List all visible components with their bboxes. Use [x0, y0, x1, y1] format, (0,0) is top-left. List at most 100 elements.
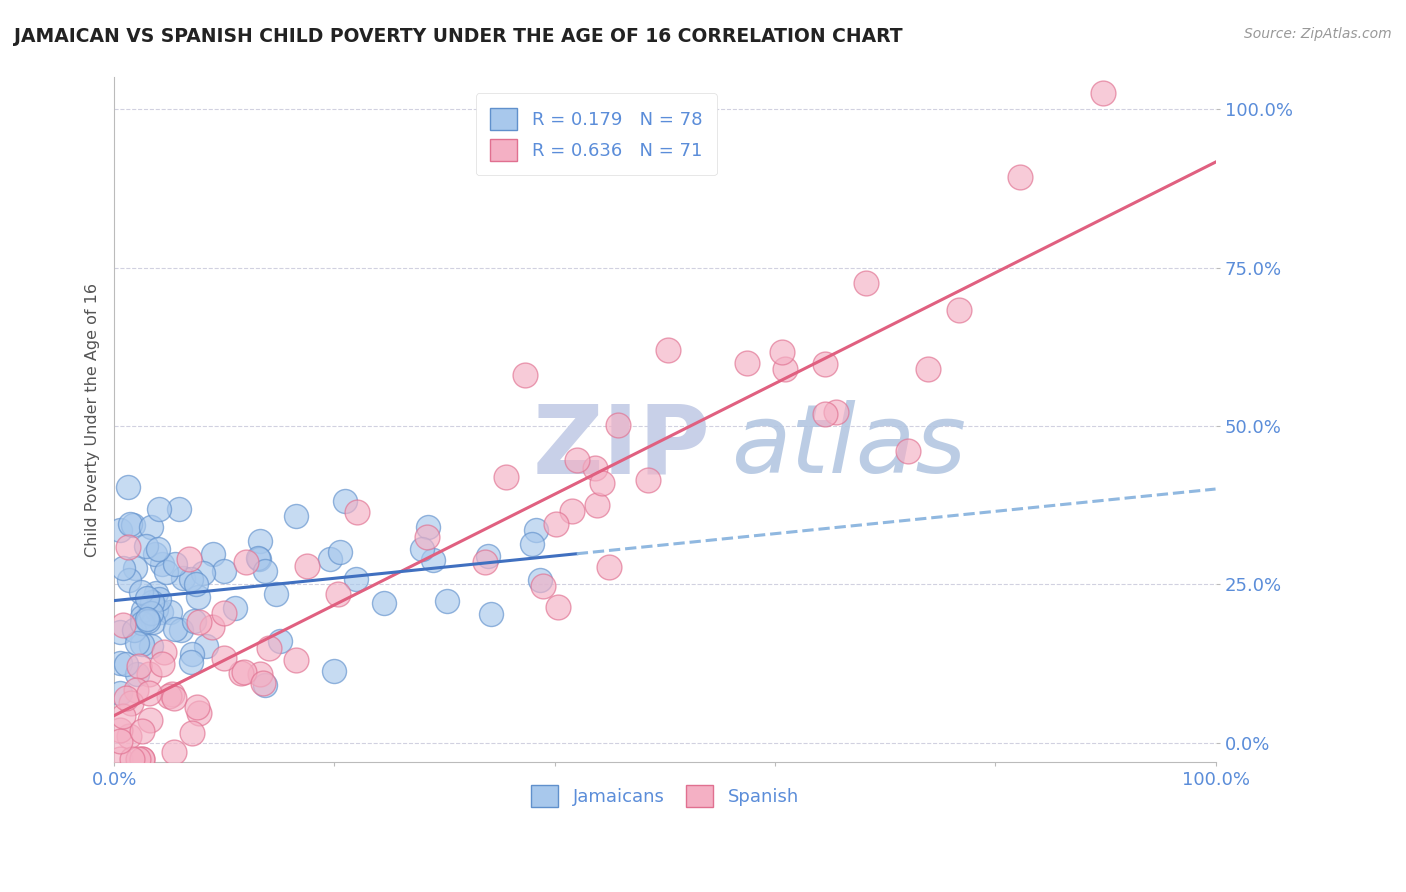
Point: [165, 622, 187, 636]
Point: [131, 723, 153, 738]
Point: [191, 566, 214, 580]
Point: [148, 591, 170, 606]
Point: [657, 343, 679, 357]
Point: [814, 407, 837, 421]
Point: [108, 734, 131, 748]
Point: [108, 751, 131, 765]
Point: [416, 530, 439, 544]
Point: [257, 640, 280, 655]
Point: [163, 557, 186, 571]
Point: [585, 498, 607, 512]
Point: [112, 709, 135, 723]
Point: [284, 509, 307, 524]
Point: [773, 361, 796, 376]
Point: [135, 539, 157, 553]
Point: [187, 591, 209, 605]
Point: [214, 565, 236, 579]
Text: JAMAICAN VS SPANISH CHILD POVERTY UNDER THE AGE OF 16 CORRELATION CHART: JAMAICAN VS SPANISH CHILD POVERTY UNDER …: [14, 27, 903, 45]
Point: [172, 571, 194, 585]
Point: [346, 505, 368, 519]
Point: [136, 614, 159, 628]
Legend: Jamaicans, Spanish: Jamaicans, Spanish: [523, 778, 806, 814]
Point: [479, 607, 502, 622]
Point: [335, 493, 357, 508]
Point: [214, 651, 236, 665]
Point: [544, 517, 567, 532]
Point: [326, 587, 349, 601]
Point: [212, 606, 235, 620]
Point: [201, 548, 224, 562]
Point: [117, 480, 139, 494]
Point: [142, 615, 165, 630]
Point: [770, 344, 793, 359]
Point: [124, 560, 146, 574]
Point: [145, 585, 167, 599]
Point: [148, 502, 170, 516]
Point: [637, 473, 659, 487]
Point: [814, 357, 837, 371]
Point: [159, 605, 181, 619]
Point: [143, 547, 166, 561]
Point: [524, 523, 547, 537]
Point: [184, 577, 207, 591]
Point: [108, 723, 131, 737]
Point: [249, 551, 271, 566]
Point: [129, 585, 152, 599]
Point: [108, 685, 131, 699]
Point: [254, 678, 277, 692]
Point: [118, 574, 141, 588]
Point: [139, 519, 162, 533]
Point: [131, 637, 153, 651]
Point: [139, 639, 162, 653]
Point: [180, 655, 202, 669]
Point: [561, 504, 583, 518]
Point: [163, 745, 186, 759]
Point: [132, 602, 155, 616]
Text: atlas: atlas: [731, 401, 966, 493]
Point: [917, 362, 939, 376]
Point: [141, 607, 163, 621]
Point: [181, 647, 204, 661]
Point: [148, 542, 170, 557]
Point: [824, 405, 846, 419]
Point: [138, 607, 160, 622]
Point: [112, 617, 135, 632]
Point: [235, 556, 257, 570]
Point: [186, 700, 208, 714]
Point: [155, 566, 177, 580]
Point: [520, 537, 543, 551]
Point: [246, 550, 269, 565]
Point: [125, 683, 148, 698]
Point: [565, 453, 588, 467]
Point: [583, 460, 606, 475]
Point: [179, 552, 201, 566]
Point: [131, 616, 153, 631]
Point: [167, 501, 190, 516]
Point: [141, 594, 163, 608]
Point: [187, 706, 209, 720]
Point: [118, 729, 141, 743]
Text: Source: ZipAtlas.com: Source: ZipAtlas.com: [1244, 27, 1392, 41]
Point: [121, 751, 143, 765]
Point: [606, 417, 628, 432]
Point: [138, 686, 160, 700]
Point: [180, 572, 202, 586]
Point: [115, 690, 138, 705]
Point: [127, 751, 149, 765]
Point: [122, 623, 145, 637]
Point: [111, 561, 134, 575]
Point: [157, 690, 180, 704]
Point: [122, 517, 145, 532]
Point: [170, 623, 193, 637]
Point: [252, 676, 274, 690]
Point: [591, 476, 613, 491]
Point: [328, 545, 350, 559]
Y-axis label: Child Poverty Under the Age of 16: Child Poverty Under the Age of 16: [86, 283, 100, 557]
Point: [598, 560, 620, 574]
Point: [187, 615, 209, 629]
Point: [855, 276, 877, 290]
Point: [495, 470, 517, 484]
Point: [138, 667, 160, 681]
Point: [150, 557, 173, 571]
Point: [547, 600, 569, 615]
